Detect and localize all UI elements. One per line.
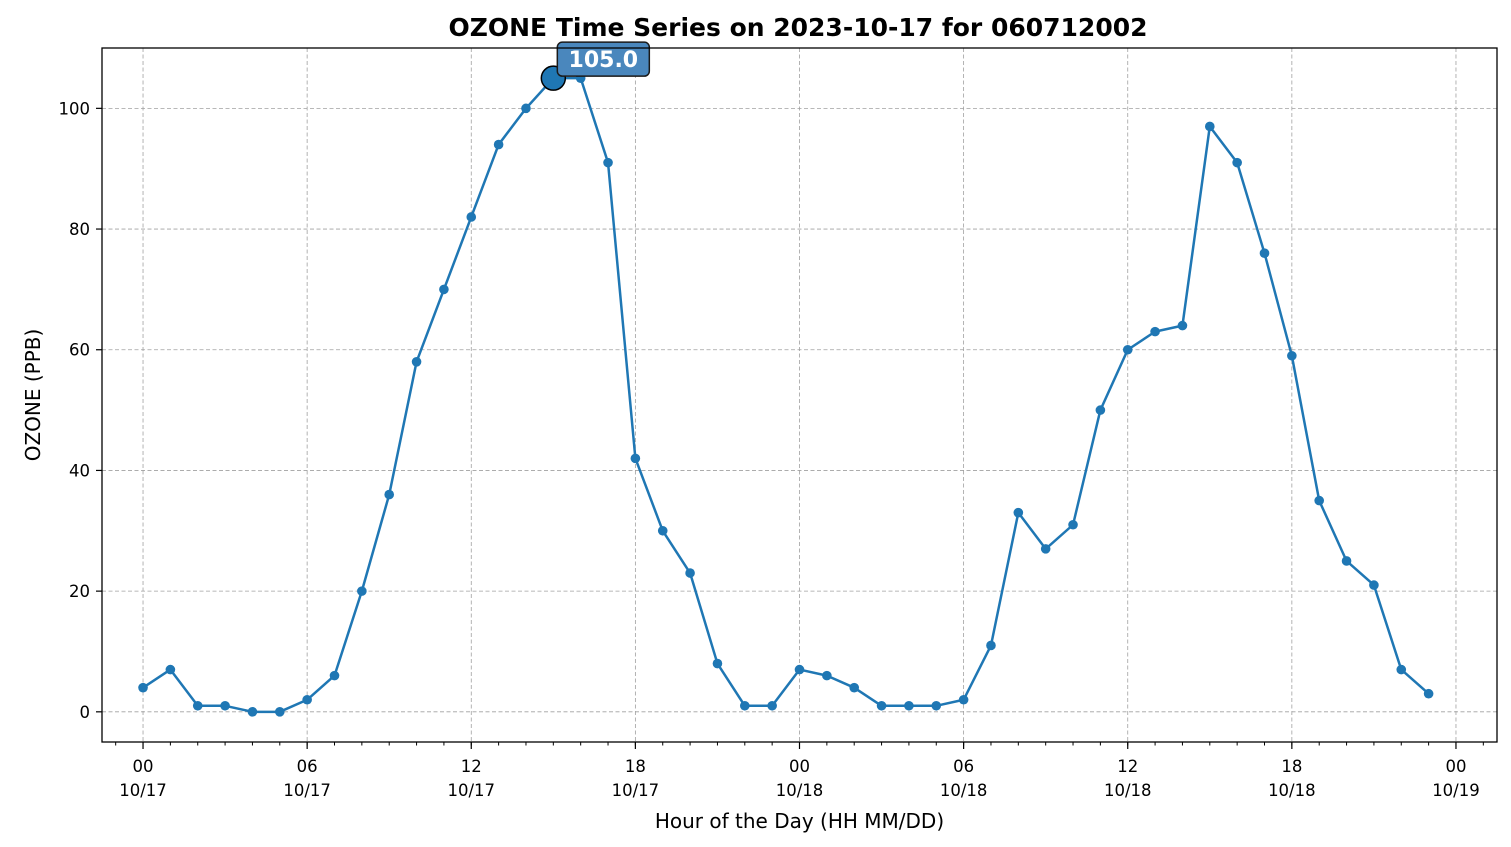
y-tick-label: 20 xyxy=(69,582,90,601)
x-tick-date-label: 10/17 xyxy=(447,781,495,800)
x-tick-date-label: 10/18 xyxy=(940,781,988,800)
data-point xyxy=(1040,544,1051,554)
x-tick-hour-label: 06 xyxy=(297,757,318,776)
x-axis-label: Hour of the Day (HH MM/DD) xyxy=(655,809,944,833)
ozone-series-line xyxy=(142,76,1430,714)
data-point xyxy=(1204,121,1215,132)
x-tick-hour-label: 18 xyxy=(625,757,646,776)
data-point xyxy=(466,212,477,222)
data-point xyxy=(822,670,832,681)
data-point xyxy=(1068,519,1078,530)
data-point xyxy=(1341,556,1352,566)
x-tick-hour-label: 00 xyxy=(1445,757,1466,776)
data-point xyxy=(220,700,230,711)
x-tick-date-label: 10/19 xyxy=(1432,781,1480,800)
data-point xyxy=(1423,688,1434,699)
x-axis-ticks: 00 10/17 06 10/17 12 10/17 18 10/17 00 10/18 06 10/… xyxy=(115,742,1484,800)
data-point xyxy=(1396,664,1407,675)
data-point xyxy=(794,664,805,675)
data-point xyxy=(493,139,504,150)
data-point xyxy=(1232,157,1242,168)
x-tick-date-label: 10/18 xyxy=(1104,781,1152,800)
data-point xyxy=(931,700,942,711)
data-point xyxy=(712,658,723,669)
data-point xyxy=(904,700,914,711)
data-point xyxy=(1177,320,1188,331)
data-point xyxy=(357,586,367,596)
x-tick-hour-label: 12 xyxy=(461,757,482,776)
data-point xyxy=(384,489,395,500)
data-point xyxy=(986,640,996,651)
data-point xyxy=(767,700,777,711)
x-tick-hour-label: 00 xyxy=(133,757,154,776)
data-point xyxy=(1150,326,1160,337)
data-point xyxy=(1314,495,1325,506)
x-tick-date-label: 10/18 xyxy=(776,781,824,800)
data-point xyxy=(521,103,531,114)
data-point xyxy=(1287,350,1297,361)
data-point xyxy=(685,568,695,578)
x-tick-date-label: 10/17 xyxy=(612,781,660,800)
peak-label: 105.0 xyxy=(569,48,639,73)
y-tick-label: 80 xyxy=(69,220,90,239)
x-tick-date-label: 10/17 xyxy=(119,781,167,800)
x-tick-hour-label: 06 xyxy=(953,757,974,776)
data-point xyxy=(192,700,203,711)
x-tick-hour-label: 12 xyxy=(1117,757,1138,776)
data-point xyxy=(1122,344,1133,355)
ozone-data-points xyxy=(138,73,1434,717)
data-point xyxy=(411,357,422,367)
y-tick-label: 60 xyxy=(69,341,90,360)
peak-label-box xyxy=(556,41,651,77)
data-point xyxy=(876,700,887,711)
data-point xyxy=(1259,248,1270,258)
data-point xyxy=(1095,405,1106,415)
data-point xyxy=(1369,580,1379,590)
data-point xyxy=(1013,507,1024,518)
data-point xyxy=(739,700,750,711)
plot-frame xyxy=(101,47,1498,743)
data-point xyxy=(247,707,258,717)
x-tick-date-label: 10/18 xyxy=(1268,781,1316,800)
grid-lines xyxy=(102,48,1497,742)
data-point xyxy=(603,157,613,168)
y-tick-label: 100 xyxy=(59,99,91,118)
y-tick-label: 40 xyxy=(69,461,90,480)
chart-title: OZONE Time Series on 2023-10-17 for 0607… xyxy=(449,13,1148,42)
y-axis-ticks: 0 20 40 60 80 100 xyxy=(59,99,102,722)
data-point xyxy=(439,284,449,295)
x-tick-date-label: 10/17 xyxy=(283,781,331,800)
data-point xyxy=(138,682,148,693)
data-point xyxy=(958,694,969,705)
data-point xyxy=(274,707,285,717)
data-point xyxy=(849,682,860,693)
data-point xyxy=(329,670,340,681)
peak-annotation: 105.0 xyxy=(540,41,651,91)
data-point xyxy=(630,453,641,464)
y-axis-label: OZONE (PPB) xyxy=(21,329,45,462)
data-point xyxy=(657,525,668,536)
x-tick-hour-label: 18 xyxy=(1281,757,1302,776)
x-tick-hour-label: 00 xyxy=(789,757,810,776)
data-point xyxy=(302,694,312,705)
data-point xyxy=(165,664,176,675)
y-tick-label: 0 xyxy=(80,703,91,722)
